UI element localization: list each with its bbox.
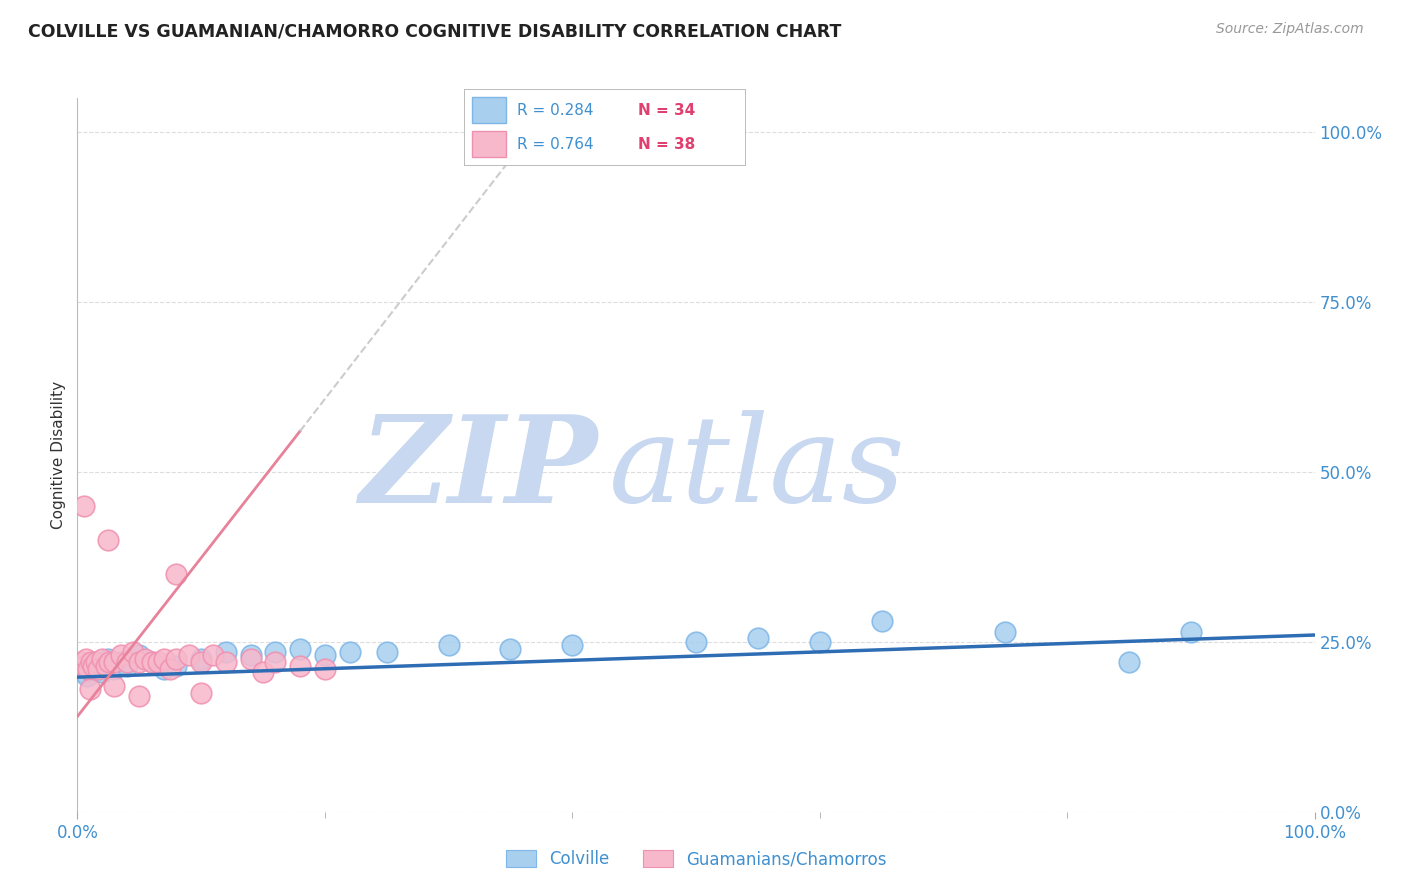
Point — [1118, 655, 1140, 669]
Point — [190, 655, 212, 669]
Point — [98, 655, 121, 669]
Point — [84, 655, 107, 669]
Point — [153, 662, 176, 676]
Point — [165, 652, 187, 666]
Point — [141, 655, 163, 669]
Point — [134, 652, 156, 666]
FancyBboxPatch shape — [472, 97, 506, 123]
Point — [115, 655, 138, 669]
Point — [82, 658, 104, 673]
Text: N = 38: N = 38 — [638, 136, 696, 152]
Point — [239, 648, 262, 663]
Point — [103, 662, 125, 676]
FancyBboxPatch shape — [472, 131, 506, 158]
Point — [314, 648, 336, 663]
Point — [80, 655, 103, 669]
Point — [82, 658, 104, 673]
Point — [375, 645, 398, 659]
Point — [165, 566, 187, 581]
Point — [77, 662, 100, 676]
Point — [89, 662, 111, 676]
Point — [141, 655, 163, 669]
Point — [93, 658, 115, 673]
Text: COLVILLE VS GUAMANIAN/CHAMORRO COGNITIVE DISABILITY CORRELATION CHART: COLVILLE VS GUAMANIAN/CHAMORRO COGNITIVE… — [28, 22, 842, 40]
Point — [215, 645, 238, 659]
Point — [202, 648, 225, 663]
Point — [159, 662, 181, 676]
Point — [128, 655, 150, 669]
Point — [97, 533, 120, 547]
Text: R = 0.284: R = 0.284 — [517, 103, 593, 118]
Point — [128, 689, 150, 703]
Point — [103, 679, 125, 693]
Point — [110, 655, 132, 669]
Point — [153, 652, 176, 666]
Point — [70, 655, 93, 669]
Point — [91, 652, 114, 666]
Point — [122, 645, 145, 659]
Point — [115, 658, 138, 673]
Point — [79, 664, 101, 678]
Point — [994, 624, 1017, 639]
Point — [190, 652, 212, 666]
Point — [72, 499, 94, 513]
Point — [215, 655, 238, 669]
Point — [75, 652, 97, 666]
Text: ZIP: ZIP — [359, 410, 598, 528]
Point — [339, 645, 361, 659]
Point — [72, 658, 94, 673]
Point — [72, 665, 94, 680]
Point — [94, 658, 117, 673]
Point — [84, 655, 107, 669]
Point — [747, 632, 769, 646]
Point — [239, 652, 262, 666]
Point — [685, 635, 707, 649]
Point — [561, 638, 583, 652]
Y-axis label: Cognitive Disability: Cognitive Disability — [51, 381, 66, 529]
Point — [128, 648, 150, 663]
Point — [499, 641, 522, 656]
Point — [190, 686, 212, 700]
Point — [264, 645, 287, 659]
Point — [288, 658, 311, 673]
Point — [1180, 624, 1202, 639]
Point — [91, 665, 114, 680]
Text: atlas: atlas — [609, 410, 905, 528]
Point — [110, 648, 132, 663]
Point — [87, 662, 110, 676]
Point — [314, 662, 336, 676]
Text: Source: ZipAtlas.com: Source: ZipAtlas.com — [1216, 22, 1364, 37]
Point — [252, 665, 274, 680]
Point — [177, 648, 200, 663]
Point — [79, 682, 101, 697]
Point — [437, 638, 460, 652]
Legend: Colville, Guamanians/Chamorros: Colville, Guamanians/Chamorros — [499, 843, 893, 875]
Text: N = 34: N = 34 — [638, 103, 696, 118]
Text: R = 0.764: R = 0.764 — [517, 136, 593, 152]
Point — [288, 641, 311, 656]
Point — [808, 635, 831, 649]
Point — [870, 615, 893, 629]
Point — [146, 655, 169, 669]
Point — [103, 655, 125, 669]
Point — [97, 652, 120, 666]
Point — [264, 655, 287, 669]
Point — [76, 669, 98, 683]
Point — [165, 658, 187, 673]
